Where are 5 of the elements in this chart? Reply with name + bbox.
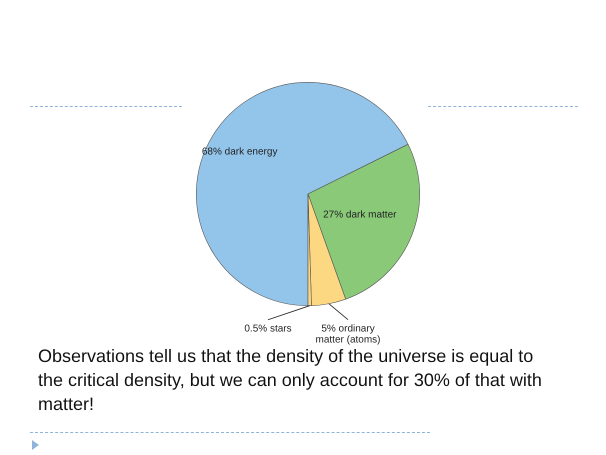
slice-label: 5% ordinary matter (atoms) <box>315 323 381 346</box>
slice-label: 27% dark matter <box>323 210 398 221</box>
slice-label: 0.5% stars <box>244 323 292 334</box>
slice-label: 68% dark energy <box>202 146 278 158</box>
text: Observations tell us that the density of the universe is equal to the critical density, but we can only account for 30% of that with matter! <box>38 345 543 416</box>
